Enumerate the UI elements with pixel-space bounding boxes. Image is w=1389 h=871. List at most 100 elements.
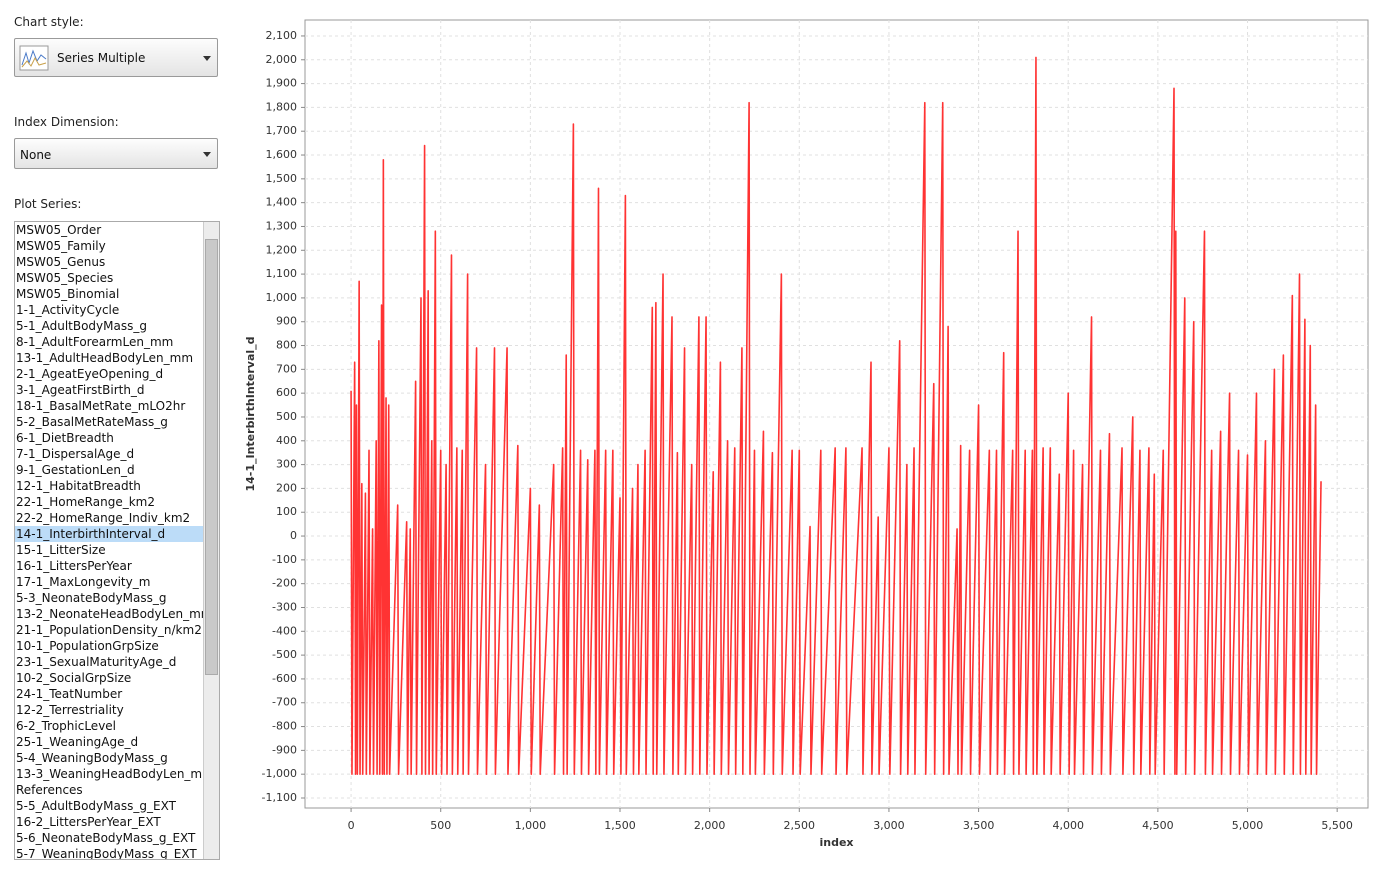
y-tick-label: 200 bbox=[276, 481, 297, 494]
y-tick-label: -100 bbox=[272, 553, 297, 566]
chart-style-value: Series Multiple bbox=[57, 51, 146, 65]
chart-style-label: Chart style: bbox=[14, 15, 84, 29]
scroll-thumb[interactable] bbox=[205, 239, 218, 675]
y-tick-label: -800 bbox=[272, 720, 297, 733]
list-item[interactable]: 7-1_DispersalAge_d bbox=[16, 447, 135, 461]
y-tick-label: 1,500 bbox=[266, 172, 298, 185]
y-tick-label: 300 bbox=[276, 458, 297, 471]
list-item[interactable]: 2-1_AgeatEyeOpening_d bbox=[16, 367, 164, 381]
x-tick-label: 2,000 bbox=[694, 819, 726, 832]
x-tick-label: 3,000 bbox=[873, 819, 905, 832]
y-tick-label: 1,100 bbox=[266, 267, 298, 280]
list-item[interactable]: 16-1_LittersPerYear bbox=[16, 559, 132, 573]
plot-series-label: Plot Series: bbox=[14, 197, 82, 211]
list-item[interactable]: 13-1_AdultHeadBodyLen_mm bbox=[16, 351, 194, 365]
y-axis-label: 14-1_InterbirthInterval_d bbox=[244, 336, 257, 491]
list-item[interactable]: 6-2_TrophicLevel bbox=[16, 719, 117, 733]
list-item[interactable]: 13-2_NeonateHeadBodyLen_mm bbox=[16, 607, 204, 621]
list-item[interactable]: 18-1_BasalMetRate_mLO2hr bbox=[16, 399, 186, 413]
list-item[interactable]: 10-1_PopulationGrpSize bbox=[16, 639, 159, 653]
list-item[interactable]: 15-1_LitterSize bbox=[16, 543, 106, 557]
x-tick-label: 0 bbox=[348, 819, 355, 832]
series-line bbox=[350, 56, 1322, 775]
list-items: MSW05_Order MSW05_Family MSW05_Genus MSW05_… bbox=[15, 222, 219, 860]
list-item[interactable]: 9-1_GestationLen_d bbox=[16, 463, 135, 477]
index-dimension-label: Index Dimension: bbox=[14, 115, 119, 129]
y-tick-label: 700 bbox=[276, 362, 297, 375]
y-tick-label: 1,900 bbox=[266, 77, 298, 90]
y-tick-label: 100 bbox=[276, 505, 297, 518]
list-item[interactable]: 12-2_Terrestriality bbox=[16, 703, 124, 717]
list-item[interactable]: 5-6_NeonateBodyMass_g_EXT bbox=[16, 831, 196, 845]
y-tick-label: 2,100 bbox=[266, 29, 298, 42]
list-item[interactable]: References bbox=[16, 783, 83, 797]
list-item[interactable]: 12-1_HabitatBreadth bbox=[16, 479, 141, 493]
y-tick-label: 0 bbox=[290, 529, 297, 542]
x-tick-label: 5,000 bbox=[1232, 819, 1264, 832]
list-item[interactable]: MSW05_Family bbox=[16, 239, 106, 253]
y-tick-label: 900 bbox=[276, 315, 297, 328]
dropdown-arrow bbox=[203, 55, 211, 61]
index-dimension-dropdown[interactable]: None bbox=[14, 138, 218, 169]
y-tick-label: 1,300 bbox=[266, 219, 298, 232]
index-dimension-value: None bbox=[20, 148, 52, 162]
x-tick-label: 4,500 bbox=[1142, 819, 1174, 832]
y-tick-label: 1,400 bbox=[266, 196, 298, 209]
list-item[interactable]: 5-1_AdultBodyMass_g bbox=[16, 319, 147, 333]
list-item[interactable]: 14-1_InterbirthInterval_d bbox=[15, 526, 204, 542]
x-tick-label: 1,000 bbox=[515, 819, 547, 832]
x-tick-label: 5,500 bbox=[1321, 819, 1353, 832]
y-tick-label: 500 bbox=[276, 410, 297, 423]
y-tick-label: 2,000 bbox=[266, 53, 298, 66]
x-tick-label: 3,500 bbox=[963, 819, 995, 832]
x-tick-label: 500 bbox=[430, 819, 451, 832]
y-tick-label: 1,000 bbox=[266, 291, 298, 304]
y-tick-label: -900 bbox=[272, 743, 297, 756]
list-item[interactable]: 22-1_HomeRange_km2 bbox=[16, 495, 155, 509]
list-item[interactable]: 1-1_ActivityCycle bbox=[16, 303, 120, 317]
list-item[interactable]: 5-2_BasalMetRateMass_g bbox=[16, 415, 168, 429]
y-tick-label: -1,000 bbox=[262, 767, 297, 780]
y-tick-label: -600 bbox=[272, 672, 297, 685]
dropdown-arrow bbox=[203, 151, 211, 157]
list-item[interactable]: 23-1_SexualMaturityAge_d bbox=[16, 655, 177, 669]
chart: -1,100 -1,000 -900 -800 -700 -600 -500 -400 -300… bbox=[244, 19, 1369, 849]
list-item[interactable]: MSW05_Order bbox=[16, 223, 102, 237]
x-tick-label: 4,000 bbox=[1052, 819, 1084, 832]
list-item[interactable]: 10-2_SocialGrpSize bbox=[16, 671, 132, 685]
y-tick-label: -1,100 bbox=[262, 791, 297, 804]
y-tick-label: -400 bbox=[272, 624, 297, 637]
list-item[interactable]: 24-1_TeatNumber bbox=[16, 687, 123, 701]
y-tick-label: 1,800 bbox=[266, 100, 298, 113]
scrollbar[interactable] bbox=[203, 222, 219, 859]
list-item[interactable]: 8-1_AdultForearmLen_mm bbox=[16, 335, 174, 349]
y-tick-label: 1,700 bbox=[266, 124, 298, 137]
list-item[interactable]: 5-3_NeonateBodyMass_g bbox=[16, 591, 167, 605]
y-tick-label: 800 bbox=[276, 339, 297, 352]
list-item[interactable]: 6-1_DietBreadth bbox=[16, 431, 114, 445]
list-item[interactable]: MSW05_Binomial bbox=[16, 287, 120, 301]
x-tick-label: 1,500 bbox=[604, 819, 636, 832]
plot-series-list[interactable]: MSW05_Order MSW05_Family MSW05_Genus MSW05_… bbox=[14, 221, 220, 860]
list-item[interactable]: 17-1_MaxLongevity_m bbox=[16, 575, 151, 589]
chart-style-icon bbox=[19, 45, 49, 71]
list-item[interactable]: 22-2_HomeRange_Indiv_km2 bbox=[16, 511, 191, 525]
y-tick-label: 600 bbox=[276, 386, 297, 399]
chart-style-dropdown[interactable]: Series Multiple bbox=[14, 38, 218, 77]
list-item[interactable]: 5-5_AdultBodyMass_g_EXT bbox=[16, 799, 176, 813]
list-item[interactable]: 16-2_LittersPerYear_EXT bbox=[16, 815, 161, 829]
list-item[interactable]: 21-1_PopulationDensity_n/km2 bbox=[16, 623, 202, 637]
y-tick-label: -500 bbox=[272, 648, 297, 661]
list-item[interactable]: 3-1_AgeatFirstBirth_d bbox=[16, 383, 145, 397]
list-item[interactable]: 13-3_WeaningHeadBodyLen_mm bbox=[16, 767, 204, 781]
list-item[interactable]: MSW05_Genus bbox=[16, 255, 106, 269]
list-item[interactable]: 5-7_WeaningBodyMass_g_EXT bbox=[16, 847, 197, 860]
list-item[interactable]: 25-1_WeaningAge_d bbox=[16, 735, 139, 749]
list-item[interactable]: MSW05_Species bbox=[16, 271, 114, 285]
list-item[interactable]: 5-4_WeaningBodyMass_g bbox=[16, 751, 168, 765]
y-tick-label: 1,600 bbox=[266, 148, 298, 161]
y-tick-label: -200 bbox=[272, 577, 297, 590]
x-tick-label: 2,500 bbox=[784, 819, 816, 832]
y-tick-label: 400 bbox=[276, 434, 297, 447]
